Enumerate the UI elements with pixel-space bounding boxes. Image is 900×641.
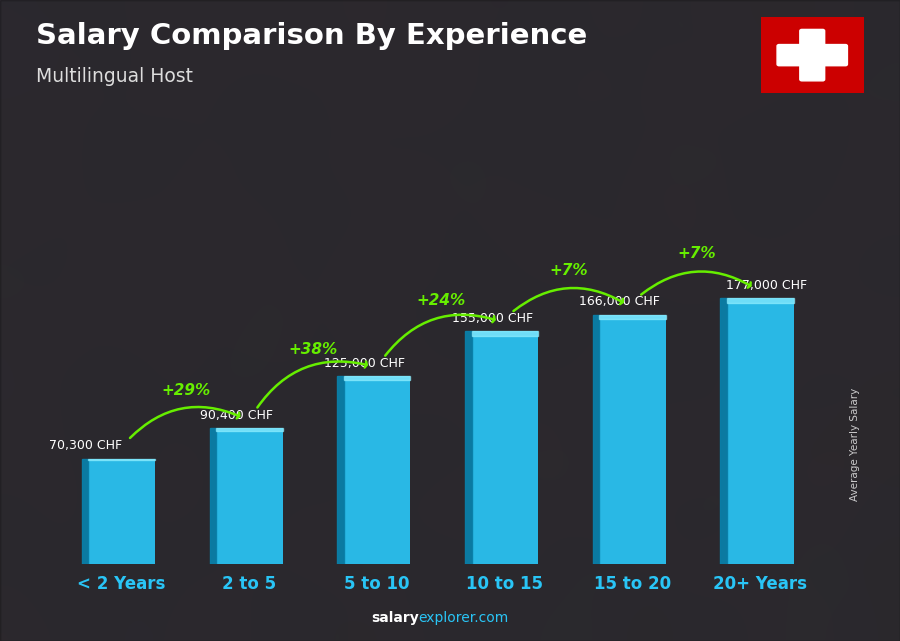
Bar — [216, 428, 283, 431]
Text: +24%: +24% — [417, 294, 465, 308]
Text: Multilingual Host: Multilingual Host — [36, 67, 193, 87]
Text: 90,400 CHF: 90,400 CHF — [200, 409, 273, 422]
Text: +29%: +29% — [161, 383, 210, 398]
Bar — [599, 315, 666, 564]
Text: +7%: +7% — [677, 246, 716, 261]
Bar — [344, 376, 410, 564]
Text: 177,000 CHF: 177,000 CHF — [726, 279, 807, 292]
Bar — [465, 331, 472, 564]
Bar — [721, 299, 727, 564]
Text: Salary Comparison By Experience: Salary Comparison By Experience — [36, 22, 587, 51]
Bar — [338, 376, 344, 564]
Bar — [216, 428, 283, 564]
Text: Average Yearly Salary: Average Yearly Salary — [850, 388, 859, 501]
FancyBboxPatch shape — [777, 44, 848, 66]
Bar — [472, 331, 538, 564]
Bar — [88, 458, 155, 564]
Text: salary: salary — [371, 611, 418, 625]
Text: +38%: +38% — [289, 342, 338, 357]
Bar — [88, 458, 155, 460]
Text: 166,000 CHF: 166,000 CHF — [580, 296, 661, 308]
Bar — [727, 299, 794, 564]
Text: 70,300 CHF: 70,300 CHF — [50, 439, 122, 452]
Bar — [210, 428, 216, 564]
Text: 155,000 CHF: 155,000 CHF — [452, 312, 533, 325]
Bar — [599, 315, 666, 319]
Bar — [344, 376, 410, 380]
Text: 125,000 CHF: 125,000 CHF — [324, 357, 405, 370]
Bar — [727, 299, 794, 303]
Bar — [593, 315, 599, 564]
Text: +7%: +7% — [549, 263, 588, 278]
Bar — [472, 331, 538, 336]
FancyBboxPatch shape — [800, 29, 824, 81]
Text: explorer.com: explorer.com — [418, 611, 508, 625]
Bar — [82, 458, 88, 564]
